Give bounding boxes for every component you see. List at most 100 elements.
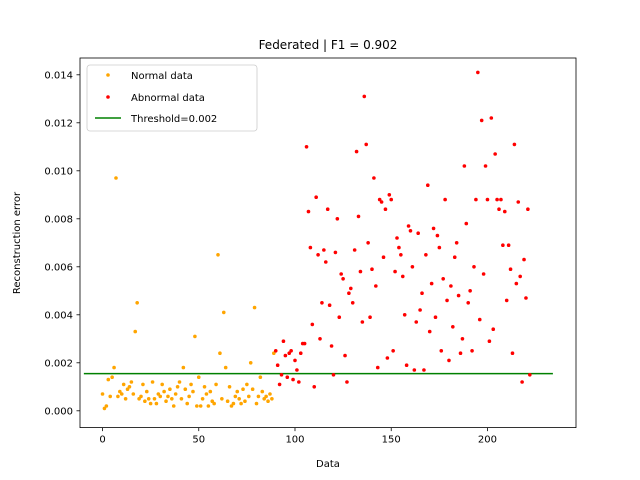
abnormal-data-point <box>273 349 278 353</box>
abnormal-data-point <box>420 291 424 296</box>
plot-area <box>83 70 553 411</box>
abnormal-data-point <box>287 351 292 356</box>
normal-data-point <box>272 351 276 356</box>
abnormal-data-point <box>456 293 461 298</box>
normal-data-point <box>200 397 205 401</box>
abnormal-data-point <box>431 226 436 231</box>
chart-title: Federated | F1 = 0.902 <box>259 38 398 52</box>
normal-data-point <box>116 394 120 399</box>
abnormal-data-point <box>331 373 336 377</box>
abnormal-data-point <box>377 197 382 202</box>
normal-data-point <box>204 392 209 396</box>
abnormal-data-point <box>279 373 284 377</box>
abnormal-data-point <box>460 337 465 341</box>
normal-data-point <box>181 365 186 370</box>
abnormal-data-point <box>435 233 440 238</box>
normal-data-point <box>202 385 207 389</box>
abnormal-data-point <box>476 70 480 75</box>
abnormal-data-point <box>512 142 517 147</box>
normal-data-point <box>152 397 157 401</box>
abnormal-data-point <box>277 382 282 387</box>
normal-data-point <box>187 394 191 399</box>
abnormal-data-point <box>470 349 474 353</box>
abnormal-data-point <box>339 272 343 276</box>
abnormal-data-point <box>404 363 409 368</box>
abnormal-data-point <box>298 351 303 356</box>
y-axis-label: Reconstruction error <box>12 191 23 294</box>
abnormal-data-point <box>341 277 345 281</box>
abnormal-data-point <box>497 207 501 211</box>
y-tick-label: 0.006 <box>44 262 73 273</box>
abnormal-data-point <box>349 286 353 291</box>
x-tick-label: 100 <box>285 435 304 446</box>
abnormal-data-point <box>381 255 386 259</box>
abnormal-data-point <box>358 269 363 274</box>
normal-data-point <box>206 404 211 408</box>
normal-data-point <box>258 375 263 380</box>
normal-data-point <box>143 399 147 404</box>
normal-data-point <box>256 394 261 399</box>
abnormal-data-point <box>481 272 486 276</box>
abnormal-data-point <box>314 195 318 199</box>
abnormal-data-point <box>352 248 357 252</box>
abnormal-data-point <box>399 253 403 257</box>
normal-data-point <box>156 392 161 396</box>
normal-data-point <box>114 176 118 180</box>
normal-data-point <box>252 305 257 310</box>
normal-data-point <box>235 389 240 394</box>
abnormal-data-point <box>524 296 528 300</box>
abnormal-data-point <box>518 274 522 279</box>
normal-data-point <box>125 387 130 392</box>
normal-data-point <box>168 387 172 392</box>
abnormal-data-point <box>333 250 338 255</box>
abnormal-data-point <box>427 329 432 334</box>
abnormal-data-point <box>364 142 369 147</box>
normal-data-point <box>241 387 245 392</box>
normal-data-point <box>154 401 159 406</box>
abnormal-data-point <box>291 377 295 382</box>
normal-data-point <box>210 399 215 404</box>
abnormal-data-point <box>439 349 444 353</box>
abnormal-data-point <box>297 380 301 384</box>
abnormal-data-point <box>516 200 521 204</box>
normal-data-point <box>110 375 114 380</box>
normal-data-point <box>129 380 134 384</box>
abnormal-data-point <box>304 145 309 149</box>
normal-data-point <box>135 301 139 305</box>
y-tick-label: 0.004 <box>44 310 73 321</box>
abnormal-data-point <box>406 224 411 228</box>
normal-data-point <box>248 361 253 365</box>
normal-data-point <box>106 377 111 382</box>
abnormal-data-point <box>343 353 347 358</box>
normal-data-point <box>162 389 166 394</box>
normal-data-point <box>158 394 163 399</box>
normal-data-point <box>189 382 193 387</box>
abnormal-data-point <box>458 351 463 356</box>
normal-data-point <box>195 404 199 408</box>
normal-data-point <box>193 334 197 339</box>
abnormal-data-point <box>468 289 472 293</box>
abnormal-data-point <box>397 245 401 250</box>
abnormal-data-point <box>441 277 445 281</box>
normal-data-point <box>102 406 107 411</box>
abnormal-data-point <box>320 301 324 305</box>
abnormal-data-point <box>449 284 453 288</box>
normal-data-point <box>183 387 188 392</box>
abnormal-data-point <box>493 152 497 156</box>
abnormal-data-point <box>275 363 280 368</box>
abnormal-data-point <box>408 229 413 233</box>
normal-data-point <box>254 401 259 406</box>
normal-data-point <box>270 397 274 401</box>
abnormal-data-point <box>375 365 380 370</box>
abnormal-data-point <box>293 358 297 363</box>
normal-data-point <box>196 375 201 380</box>
abnormal-data-point <box>354 149 359 154</box>
normal-data-point <box>150 380 155 384</box>
abnormal-data-point <box>329 344 334 348</box>
normal-data-point <box>233 394 238 399</box>
x-tick-label: 0 <box>99 435 105 446</box>
normal-data-point <box>185 401 190 406</box>
abnormal-data-point <box>318 337 322 341</box>
